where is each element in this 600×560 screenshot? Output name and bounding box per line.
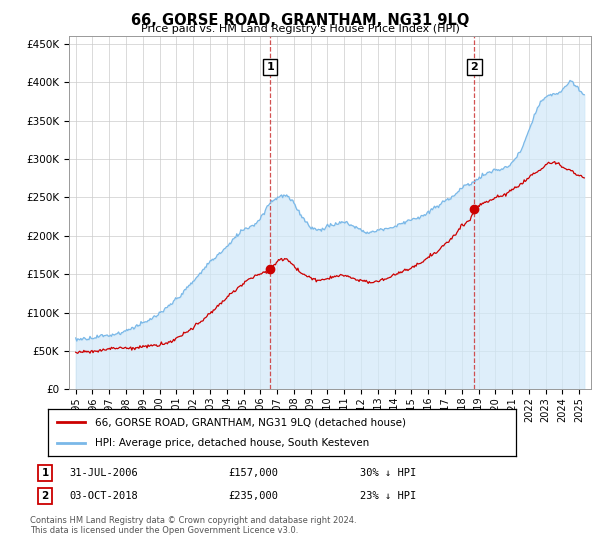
Text: 2: 2 (41, 491, 49, 501)
Text: 66, GORSE ROAD, GRANTHAM, NG31 9LQ (detached house): 66, GORSE ROAD, GRANTHAM, NG31 9LQ (deta… (95, 417, 406, 427)
Text: 30% ↓ HPI: 30% ↓ HPI (360, 468, 416, 478)
Text: 31-JUL-2006: 31-JUL-2006 (69, 468, 138, 478)
Text: 23% ↓ HPI: 23% ↓ HPI (360, 491, 416, 501)
Text: £235,000: £235,000 (228, 491, 278, 501)
Text: 1: 1 (266, 62, 274, 72)
Text: HPI: Average price, detached house, South Kesteven: HPI: Average price, detached house, Sout… (95, 438, 369, 448)
Text: 03-OCT-2018: 03-OCT-2018 (69, 491, 138, 501)
Text: Price paid vs. HM Land Registry's House Price Index (HPI): Price paid vs. HM Land Registry's House … (140, 24, 460, 34)
Text: £157,000: £157,000 (228, 468, 278, 478)
Text: 1: 1 (41, 468, 49, 478)
Text: 2: 2 (470, 62, 478, 72)
Text: 66, GORSE ROAD, GRANTHAM, NG31 9LQ: 66, GORSE ROAD, GRANTHAM, NG31 9LQ (131, 13, 469, 28)
Text: Contains HM Land Registry data © Crown copyright and database right 2024.
This d: Contains HM Land Registry data © Crown c… (30, 516, 356, 535)
